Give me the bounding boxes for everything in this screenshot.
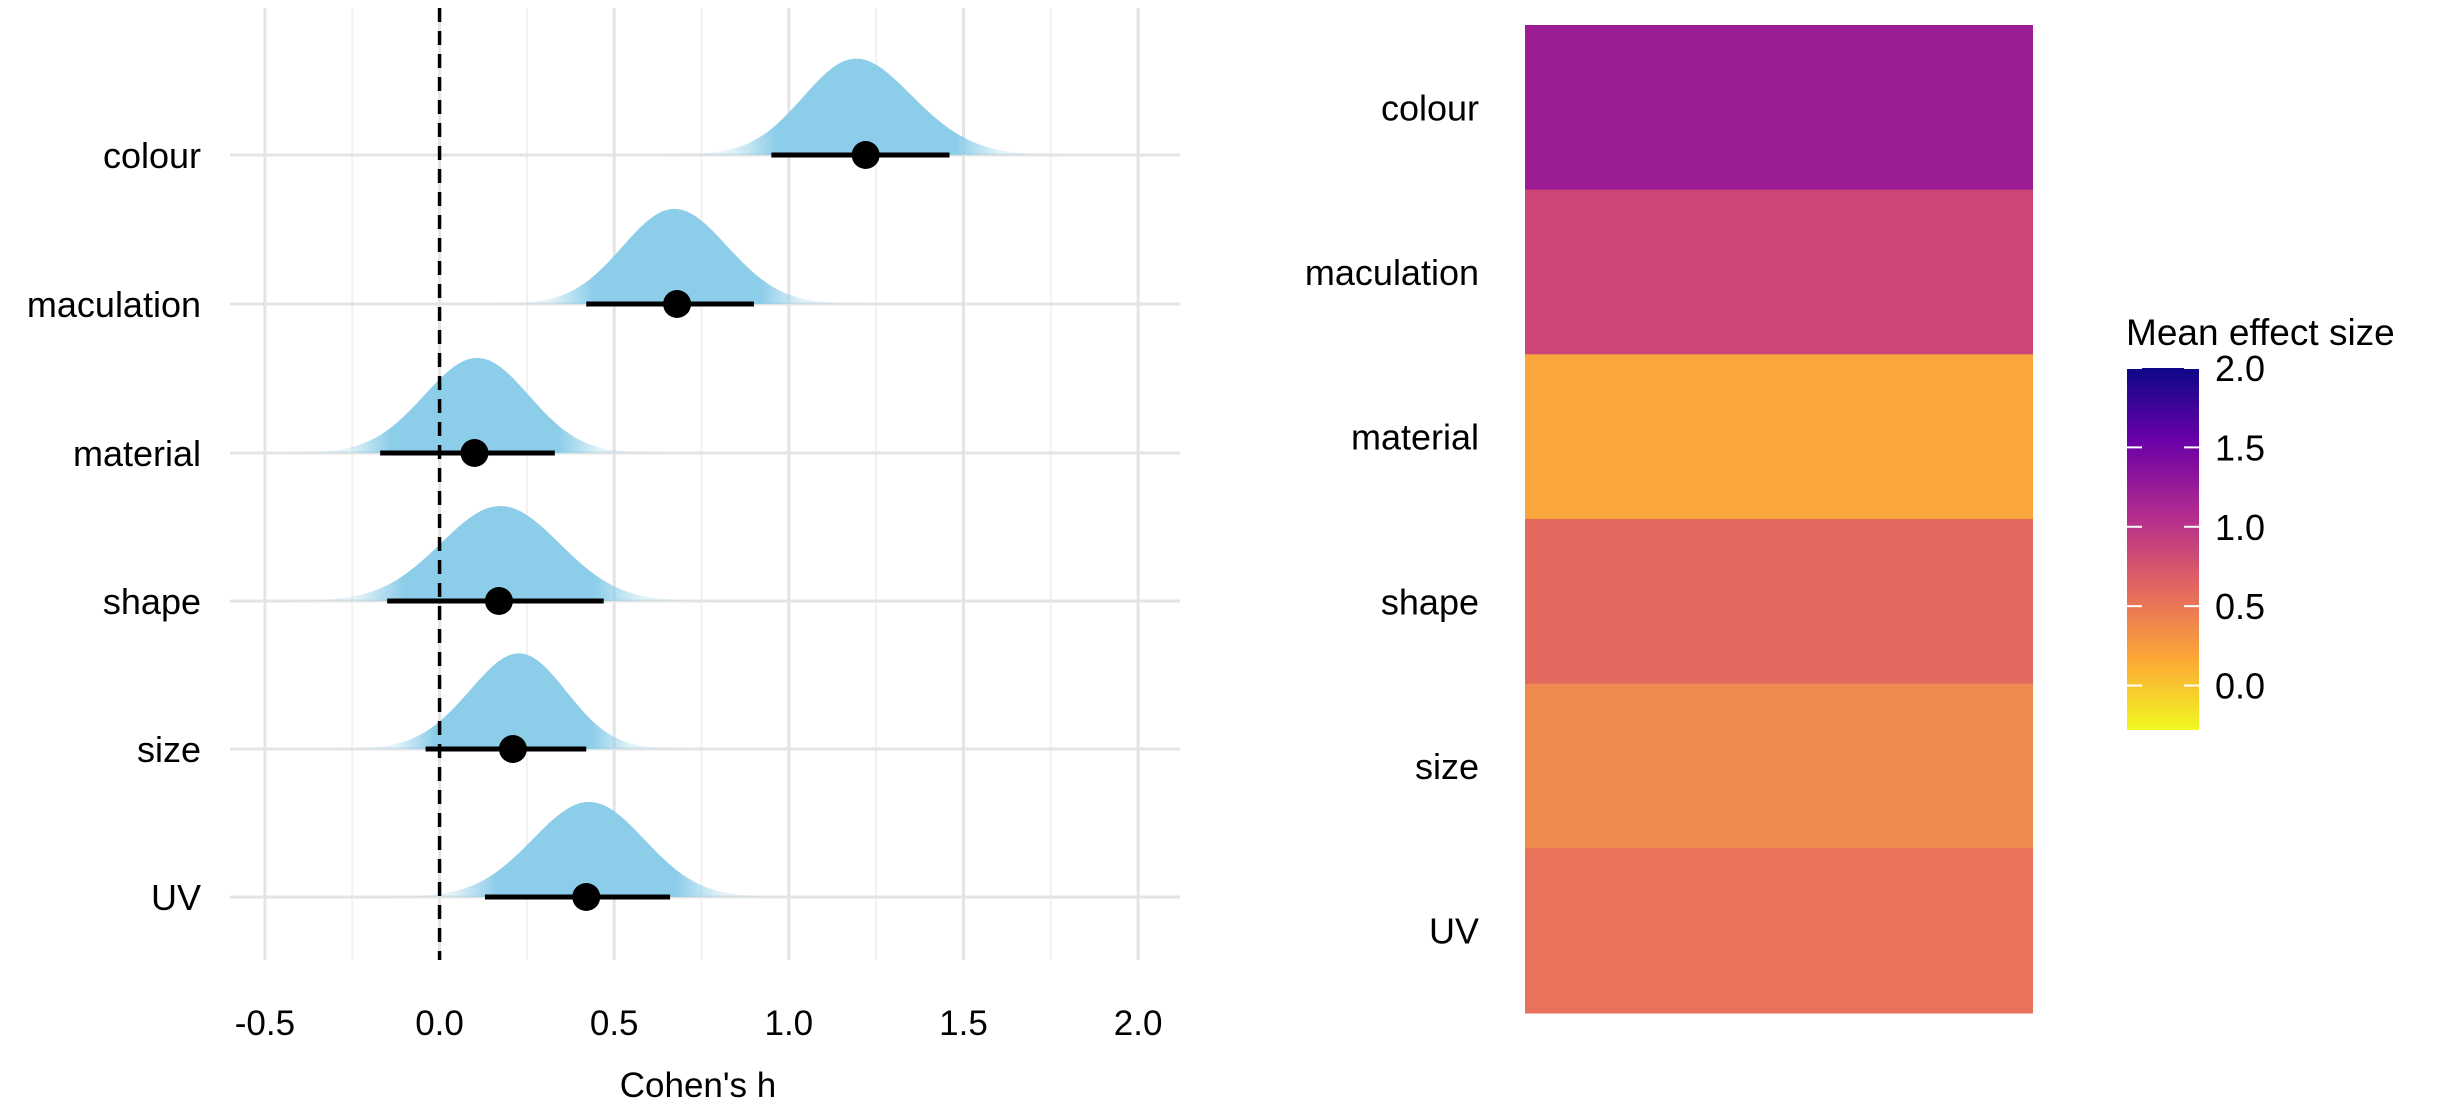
heatmap-cells (1525, 25, 2033, 1014)
y-label-colour: colour (103, 135, 201, 176)
legend-tick-label: 2.0 (2215, 348, 2265, 389)
heatmap-cell-maculation (1525, 189, 2033, 355)
point-colour (851, 141, 880, 169)
legend-ticks: 2.0 1.5 1.0 0.5 0.0 (2127, 348, 2265, 707)
x-tick-label: 0.5 (590, 1004, 639, 1043)
legend-tick-label: 0.0 (2215, 666, 2265, 707)
heatmap-label-uv: UV (1429, 911, 1479, 952)
density-maculation (467, 209, 887, 304)
heatmap: colour maculation material shape size UV (1305, 25, 2033, 1014)
density-colour (642, 58, 1090, 156)
density-uv (362, 802, 810, 897)
legend-title: Mean effect size (2126, 312, 2395, 353)
color-legend: Mean effect size 2.0 1.5 1.0 0.5 0.0 (2126, 312, 2395, 730)
interval-plot-grid (230, 8, 1180, 960)
x-tick-label: 1.5 (939, 1004, 988, 1043)
heatmap-label-colour: colour (1381, 87, 1479, 128)
legend-colorbar (2127, 368, 2199, 730)
x-tick-label: 2.0 (1114, 1004, 1163, 1043)
y-label-maculation: maculation (27, 284, 201, 325)
interval-plot: colour maculation material shape size UV -0.5… (27, 8, 1180, 1105)
heatmap-row-labels: colour maculation material shape size UV (1305, 87, 1479, 951)
heatmap-cell-size (1525, 683, 2033, 849)
point-material (460, 439, 489, 467)
heatmap-label-maculation: maculation (1305, 252, 1479, 293)
legend-tick-label: 0.5 (2215, 586, 2265, 627)
interval-plot-y-labels: colour maculation material shape size UV (27, 135, 201, 918)
x-tick-label: 1.0 (764, 1004, 813, 1043)
interval-plot-intervals (380, 141, 950, 911)
x-tick-label: 0.0 (415, 1004, 464, 1043)
y-label-size: size (137, 729, 201, 770)
heatmap-cell-shape (1525, 519, 2033, 685)
legend-tick-label: 1.5 (2215, 427, 2265, 468)
density-size (317, 653, 709, 749)
point-size (498, 735, 527, 763)
point-uv (572, 883, 601, 911)
x-tick-label: -0.5 (235, 1004, 295, 1043)
heatmap-cell-material (1525, 354, 2033, 520)
heatmap-cell-uv (1525, 848, 2033, 1014)
interval-plot-densities (261, 58, 1090, 897)
point-maculation (663, 290, 692, 318)
heatmap-cell-colour (1525, 25, 2033, 191)
heatmap-label-size: size (1415, 746, 1479, 787)
heatmap-label-shape: shape (1381, 581, 1479, 622)
y-label-material: material (73, 433, 201, 474)
legend-tick-label: 1.0 (2215, 507, 2265, 548)
y-label-shape: shape (103, 581, 201, 622)
density-material (264, 358, 684, 453)
x-axis-title: Cohen's h (620, 1066, 777, 1105)
heatmap-label-material: material (1351, 417, 1479, 458)
point-shape (484, 587, 513, 615)
density-shape (261, 506, 737, 601)
interval-plot-x-tick-labels: -0.5 0.0 0.5 1.0 1.5 2.0 (235, 1004, 1163, 1043)
y-label-uv: UV (151, 877, 201, 918)
